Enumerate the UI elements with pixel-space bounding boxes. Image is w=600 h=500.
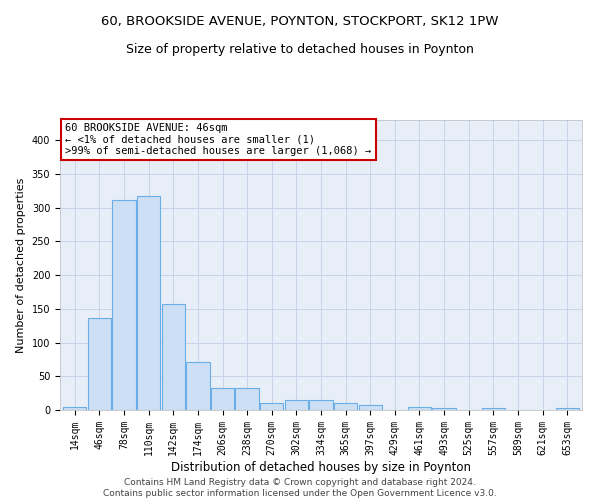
X-axis label: Distribution of detached houses by size in Poynton: Distribution of detached houses by size … [171,460,471,473]
Bar [482,408,505,410]
Bar [334,404,358,410]
Text: 60 BROOKSIDE AVENUE: 46sqm
← <1% of detached houses are smaller (1)
>99% of semi: 60 BROOKSIDE AVENUE: 46sqm ← <1% of deta… [65,123,371,156]
Bar [88,318,111,410]
Bar [161,304,185,410]
Bar [186,362,209,410]
Text: Size of property relative to detached houses in Poynton: Size of property relative to detached ho… [126,42,474,56]
Bar [408,408,431,410]
Bar [112,200,136,410]
Y-axis label: Number of detached properties: Number of detached properties [16,178,26,352]
Bar [63,408,86,410]
Bar [284,400,308,410]
Bar [137,196,160,410]
Bar [260,402,283,410]
Text: 60, BROOKSIDE AVENUE, POYNTON, STOCKPORT, SK12 1PW: 60, BROOKSIDE AVENUE, POYNTON, STOCKPORT… [101,15,499,28]
Bar [359,404,382,410]
Bar [211,388,234,410]
Bar [235,388,259,410]
Bar [310,400,332,410]
Text: Contains HM Land Registry data © Crown copyright and database right 2024.
Contai: Contains HM Land Registry data © Crown c… [103,478,497,498]
Bar [433,408,456,410]
Bar [556,408,579,410]
